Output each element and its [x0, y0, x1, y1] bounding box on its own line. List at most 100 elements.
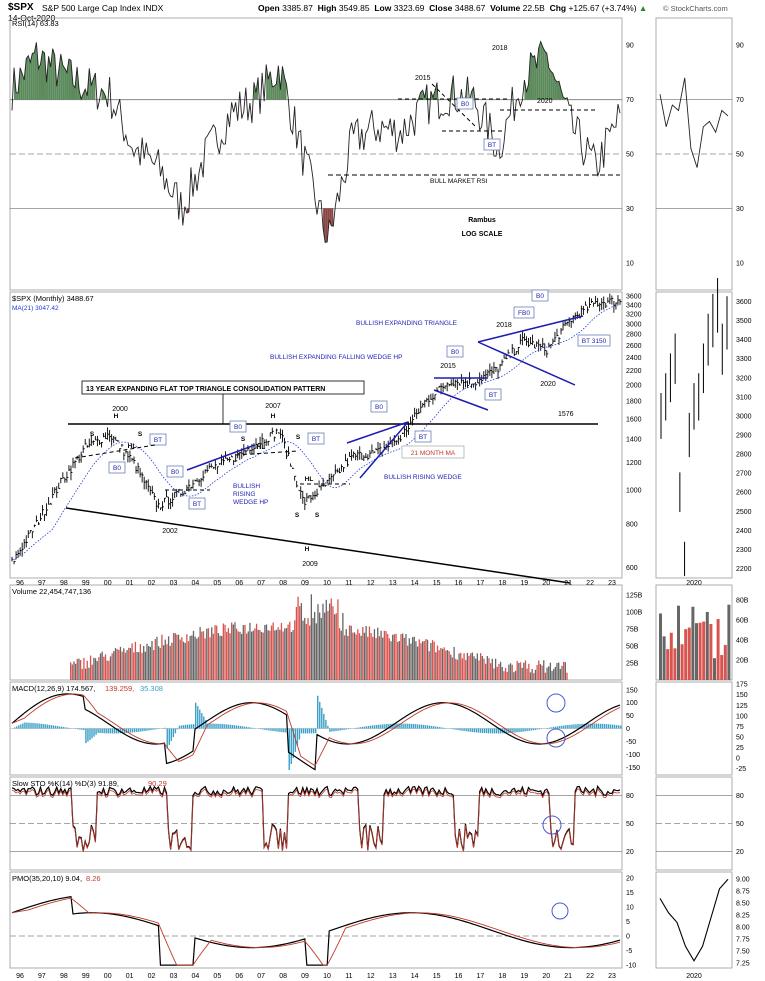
- volume-bar: [297, 596, 299, 680]
- macd-histogram-bar: [138, 728, 140, 732]
- label-2000: 2000: [112, 406, 128, 413]
- macd-histogram-bar: [172, 728, 175, 738]
- volume-bar: [529, 672, 532, 680]
- macd-signal-value: 139.259,: [105, 684, 134, 693]
- price-right-y-tick: 2500: [736, 509, 752, 516]
- x-tick-label-bottom: 20: [542, 973, 550, 980]
- x-tick-label-bottom: 08: [279, 973, 287, 980]
- macd-histogram-bar: [601, 723, 604, 729]
- volume-bar: [74, 663, 77, 680]
- macd-histogram-bar: [125, 728, 128, 733]
- volume-bar: [179, 639, 181, 680]
- volume-bar: [209, 637, 211, 680]
- rsi-overbought-fill: [83, 89, 86, 100]
- volume-bar: [337, 599, 339, 680]
- macd-histogram-bar: [205, 720, 207, 729]
- price-right-y-tick: 3500: [736, 318, 752, 325]
- rising-wedge-hp-label-3: WEDGE HP: [233, 499, 268, 506]
- macd-histogram-bar: [579, 723, 581, 729]
- macd-histogram-bar: [528, 728, 530, 731]
- volume-bar: [164, 639, 166, 680]
- tag-bt-3150-box: [577, 334, 611, 347]
- volume-bar: [433, 641, 435, 680]
- macd-histogram-bar: [481, 728, 484, 733]
- macd-histogram-bar: [371, 725, 374, 729]
- volume-bar: [270, 625, 273, 680]
- volume-bar: [250, 631, 253, 680]
- volume-bar: [307, 618, 309, 680]
- pmo-signal-line: [11, 897, 621, 966]
- macd-histogram-bar: [327, 725, 329, 729]
- hs-marker-5: H: [271, 413, 276, 420]
- volume-right-bar: [691, 606, 695, 680]
- macd-histogram-bar: [28, 722, 30, 729]
- watermark: © StockCharts.com: [663, 4, 728, 13]
- volume-bar: [431, 640, 434, 680]
- pmo-right-y-tick: 8.00: [736, 925, 750, 932]
- volume-bar: [176, 634, 178, 680]
- macd-histogram-bar: [302, 728, 305, 734]
- macd-histogram-bar: [225, 724, 227, 729]
- volume-bar: [496, 666, 498, 680]
- macd-right-panel-frame: [655, 681, 733, 776]
- volume-bar: [202, 631, 205, 680]
- volume-bar: [443, 647, 445, 680]
- tag-bt-2003: BT: [193, 501, 201, 508]
- volume-bar: [106, 660, 108, 680]
- rsi-overbought-fill: [73, 84, 76, 100]
- macd-histogram-bar: [113, 728, 116, 734]
- x-tick-label-top: 12: [367, 580, 375, 587]
- volume-bar: [272, 622, 274, 680]
- macd-histogram-bar: [101, 728, 103, 734]
- label-2018: 2018: [496, 322, 512, 329]
- volume-bar: [128, 647, 130, 680]
- macd-histogram-bar: [298, 728, 301, 740]
- macd-histogram-bar: [20, 724, 22, 729]
- x-tick-label-bottom: 03: [170, 973, 178, 980]
- macd-histogram-bar: [105, 728, 107, 734]
- volume-bar: [335, 613, 337, 680]
- volume-bar: [458, 653, 460, 680]
- price-right-y-tick: 2400: [736, 528, 752, 535]
- rsi-overbought-fill: [274, 83, 277, 100]
- macd-histogram-bar: [467, 728, 469, 732]
- macd-right-y-tick: -25: [736, 766, 746, 773]
- macd-histogram-bar: [609, 724, 612, 729]
- macd-histogram-bar: [373, 725, 376, 729]
- price-y-tick-label: 3000: [626, 321, 642, 328]
- macd-histogram-bar: [235, 725, 238, 729]
- macd-histogram-bar: [247, 727, 250, 729]
- volume-right-y-tick: 20B: [736, 658, 749, 665]
- volume-bar: [103, 656, 105, 680]
- ma21-line: [11, 303, 621, 561]
- volume-bar: [269, 630, 271, 680]
- macd-histogram-bar: [416, 724, 419, 729]
- volume-bar: [262, 632, 264, 680]
- macd-histogram-bar: [24, 722, 26, 729]
- hs-marker-3: HL: [128, 443, 137, 450]
- pmo-right-y-tick: 8.25: [736, 913, 750, 920]
- macd-right-y-tick: 175: [736, 682, 748, 689]
- rsi-overbought-fill: [28, 55, 31, 100]
- sto-y-tick-label: 80: [626, 793, 634, 800]
- x-tick-label-top: 21: [564, 580, 572, 587]
- macd-histogram-bar: [554, 726, 557, 729]
- volume-bar: [167, 636, 170, 680]
- volume-bar: [508, 664, 510, 680]
- volume-bar: [294, 620, 296, 680]
- macd-histogram-bar: [260, 728, 262, 730]
- macd-histogram-bar: [111, 728, 114, 734]
- volume-right-bar: [698, 622, 702, 680]
- rsi-oversold-fill: [325, 208, 328, 243]
- rsi-oversold-fill: [323, 208, 326, 243]
- volume-right-bar: [684, 629, 688, 680]
- pmo-highlight-circle: [551, 902, 569, 920]
- macd-histogram-bar: [184, 724, 187, 729]
- volume-bar: [217, 633, 220, 680]
- volume-right-bar: [709, 623, 713, 680]
- volume-bar: [144, 651, 146, 680]
- rsi-y-tick-label: 10: [626, 260, 634, 267]
- macd-y-tick-label: 150: [626, 687, 638, 694]
- pmo-right-y-tick: 7.50: [736, 949, 750, 956]
- volume-bar: [212, 633, 215, 680]
